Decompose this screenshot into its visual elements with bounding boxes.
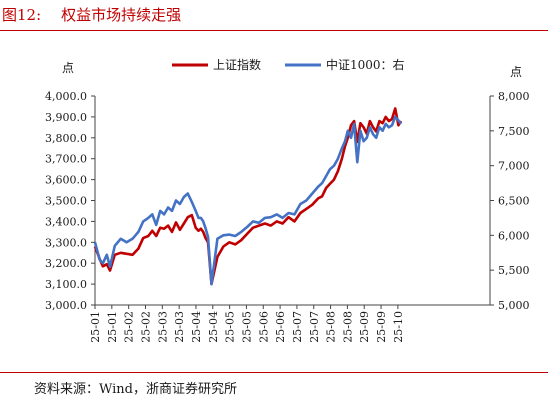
x-tick-label: 25-09 (375, 311, 388, 343)
x-tick-label: 25-09 (358, 311, 371, 343)
y-right-tick-label: 6,500 (498, 195, 530, 208)
series-line-sse (93, 107, 403, 286)
y-left-tick-label: 3,500.0 (45, 195, 87, 208)
y-left-tick-label: 4,000.0 (45, 90, 87, 103)
x-tick-label: 25-03 (173, 311, 186, 343)
bottom-rule (0, 372, 548, 373)
y-right-tick-label: 5,500 (498, 264, 530, 277)
x-tick-label: 25-05 (224, 311, 237, 343)
x-tick-label: 25-02 (123, 311, 136, 343)
x-tick-label: 25-06 (274, 311, 287, 343)
x-tick-label: 25-05 (240, 311, 253, 343)
x-tick-label: 25-10 (392, 311, 405, 343)
x-tick-label: 25-04 (190, 311, 203, 343)
x-tick-label: 25-04 (207, 311, 220, 343)
x-tick-label: 25-08 (341, 311, 354, 343)
y-left-tick-label: 3,600.0 (45, 174, 87, 187)
y-right-tick-label: 5,000 (498, 299, 530, 312)
y-right-tick-label: 6,000 (498, 229, 530, 242)
y-right-tick-label: 8,000 (498, 90, 530, 103)
line-chart: 点 点 3,000.0 3,100.0 3,200.0 3,300.0 3,400.0 3,5… (45, 57, 530, 343)
series-line-csi1000 (93, 115, 403, 286)
y-right-tick-label: 7,500 (498, 125, 530, 138)
x-tick-label: 25-07 (308, 311, 321, 343)
y-left-unit: 点 (62, 61, 74, 75)
y-left-tick-label: 3,100.0 (45, 278, 87, 291)
figure-number: 图12: (2, 6, 42, 24)
y-left-tick-label: 3,700.0 (45, 153, 87, 166)
legend-label-sse: 上证指数 (213, 57, 261, 72)
x-tick-label: 25-01 (89, 311, 102, 343)
y-left-tick-label: 3,900.0 (45, 111, 87, 124)
x-tick-label: 25-01 (106, 311, 119, 343)
x-tick-label: 25-03 (156, 311, 169, 343)
legend-label-csi1000: 中证1000：右 (326, 57, 405, 72)
x-tick-label: 25-07 (291, 311, 304, 343)
y-right-unit: 点 (510, 65, 522, 79)
y-left-tick-label: 3,300.0 (45, 236, 87, 249)
top-rule (0, 30, 548, 31)
source-note: 资料来源：Wind，浙商证券研究所 (34, 382, 237, 397)
figure-title-text: 权益市场持续走强 (61, 6, 182, 24)
x-tick-label: 25-02 (139, 311, 152, 343)
y-left-tick-label: 3,200.0 (45, 257, 87, 270)
x-tick-label: 25-06 (257, 311, 270, 343)
y-left-tick-label: 3,800.0 (45, 132, 87, 145)
x-tick-label: 25-08 (325, 311, 338, 343)
y-left-tick-label: 3,400.0 (45, 215, 87, 228)
figure-title: 图12: 权益市场持续走强 (2, 4, 181, 25)
y-left-tick-label: 3,000.0 (45, 299, 87, 312)
y-right-tick-label: 7,000 (498, 160, 530, 173)
